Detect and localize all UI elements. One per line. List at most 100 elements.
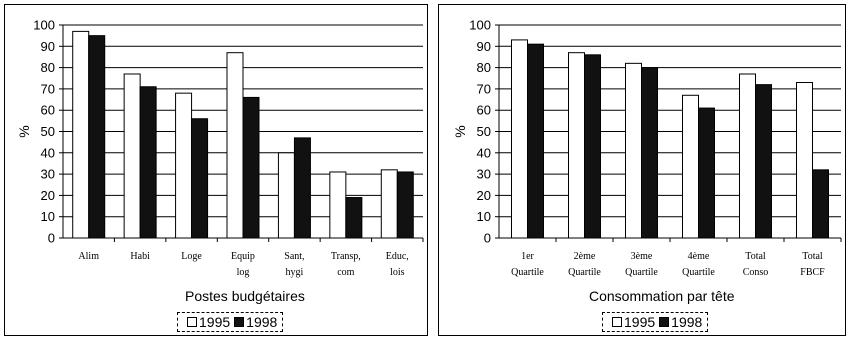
right-legend: 1995 1998: [602, 312, 709, 332]
y-tick-label: 80: [41, 60, 55, 75]
bar-1995: [625, 62, 642, 239]
category-label: Sant, hygi: [284, 251, 304, 278]
category-label: Total FBCF: [800, 251, 825, 278]
legend-item-1998: 1998: [655, 314, 702, 330]
right-x-axis-title: Consommation par tête: [589, 288, 735, 304]
y-tick-label: 30: [477, 167, 491, 182]
y-tick-label: 40: [41, 145, 55, 160]
category-label: Total Conso: [743, 251, 769, 278]
bar-1998: [641, 67, 658, 239]
bar-1998: [584, 54, 601, 239]
legend-item-1995: 1995: [608, 314, 655, 330]
legend-label-1998: 1998: [246, 314, 278, 330]
category-label: 1er Quartile: [511, 251, 544, 278]
category-label-line: FBCF: [800, 267, 825, 278]
y-tick-label: 80: [477, 60, 491, 75]
category-label-line: Sant,: [284, 251, 304, 262]
category-label: Transp, com: [331, 251, 361, 278]
category-label: Equip log: [231, 251, 255, 278]
category-label-line: 2ème: [574, 251, 596, 262]
legend-label-1995: 1995: [199, 314, 231, 330]
right-chart-panel: 0 10 20 30 40 50 60 70 80 90 100% 1er Quartile 2ème Qu…: [438, 4, 846, 336]
category-label: 2ème Quartile: [568, 251, 601, 278]
y-tick-label: 90: [41, 39, 55, 54]
category-label-line: Educ,: [386, 251, 409, 262]
y-tick-label: 20: [41, 188, 55, 203]
legend-item-1995: 1995: [183, 314, 230, 330]
bar-1995: [226, 52, 244, 239]
category-label-line: Conso: [743, 267, 769, 278]
bar-1998: [88, 35, 106, 239]
y-tick-label: 30: [41, 167, 55, 182]
category-label-line: Total: [745, 251, 766, 262]
category-label-line: 1er: [521, 251, 534, 262]
bar-1995: [72, 30, 90, 239]
left-legend: 1995 1998: [177, 312, 284, 332]
category-label: Alim: [78, 251, 99, 262]
legend-swatch-1998: [659, 317, 670, 327]
category-label-line: Alim: [78, 251, 99, 262]
bar-1998: [345, 197, 363, 239]
y-tick-label: 70: [477, 81, 491, 96]
category-label: Educ, lois: [386, 251, 409, 278]
bar-1995: [739, 73, 756, 239]
category-label-line: Habi: [130, 251, 150, 262]
category-label: 4ème Quartile: [682, 251, 715, 278]
category-label-line: Quartile: [511, 267, 544, 278]
bar-1998: [755, 84, 772, 239]
legend-item-1998: 1998: [230, 314, 277, 330]
bar-1995: [277, 152, 295, 239]
category-label-line: lois: [390, 267, 405, 278]
y-tick-label: 50: [477, 124, 491, 139]
left-x-axis-title: Postes budgétaires: [185, 288, 305, 304]
category-label: Habi: [130, 251, 150, 262]
category-label-line: Transp,: [331, 251, 361, 262]
legend-swatch-1995: [187, 317, 197, 327]
y-tick-label: 90: [477, 39, 491, 54]
y-tick-label: 0: [484, 231, 491, 246]
left-bar-chart: 0 10 20 30 40 50 60 70 80 90 100% Alim Habi Loge Equip…: [16, 18, 424, 278]
category-label-line: Quartile: [682, 267, 715, 278]
y-tick-label: 60: [477, 103, 491, 118]
legend-swatch-1995: [612, 317, 622, 327]
category-label-line: Equip: [231, 251, 255, 262]
bar-1998: [242, 96, 260, 239]
bar-1998: [527, 43, 544, 239]
bar-1998: [812, 169, 829, 239]
bar-1998: [191, 118, 209, 239]
bar-1998: [293, 137, 311, 239]
legend-label-1995: 1995: [624, 314, 656, 330]
bar-1998: [698, 107, 715, 239]
bar-1995: [568, 52, 585, 239]
y-axis-title: %: [452, 125, 468, 137]
y-tick-label: 50: [41, 124, 55, 139]
category-label-line: 3ème: [631, 251, 653, 262]
bar-1995: [123, 73, 141, 239]
bar-1995: [175, 92, 193, 239]
bar-1998: [139, 86, 157, 239]
category-label-line: Quartile: [568, 267, 601, 278]
legend-swatch-1998: [234, 317, 245, 327]
y-axis-title: %: [16, 125, 32, 137]
category-label-line: log: [237, 267, 250, 278]
legend-label-1998: 1998: [671, 314, 703, 330]
bar-1998: [396, 171, 414, 239]
y-tick-label: 10: [41, 209, 55, 224]
y-tick-label: 10: [477, 209, 491, 224]
y-tick-label: 100: [33, 18, 55, 33]
category-label-line: hygi: [286, 267, 304, 278]
bar-1995: [380, 169, 398, 239]
category-label: 3ème Quartile: [625, 251, 658, 278]
category-label: Loge: [181, 251, 202, 262]
category-label-line: Quartile: [625, 267, 658, 278]
y-tick-label: 100: [469, 18, 491, 33]
y-tick-label: 70: [41, 81, 55, 96]
category-label-line: com: [337, 267, 354, 278]
y-tick-label: 60: [41, 103, 55, 118]
category-label-line: Total: [802, 251, 823, 262]
bar-1995: [511, 39, 528, 239]
left-chart-panel: 0 10 20 30 40 50 60 70 80 90 100% Alim Habi Loge Equip…: [4, 4, 428, 336]
y-tick-label: 0: [48, 231, 55, 246]
y-tick-label: 40: [477, 145, 491, 160]
category-label-line: 4ème: [688, 251, 710, 262]
